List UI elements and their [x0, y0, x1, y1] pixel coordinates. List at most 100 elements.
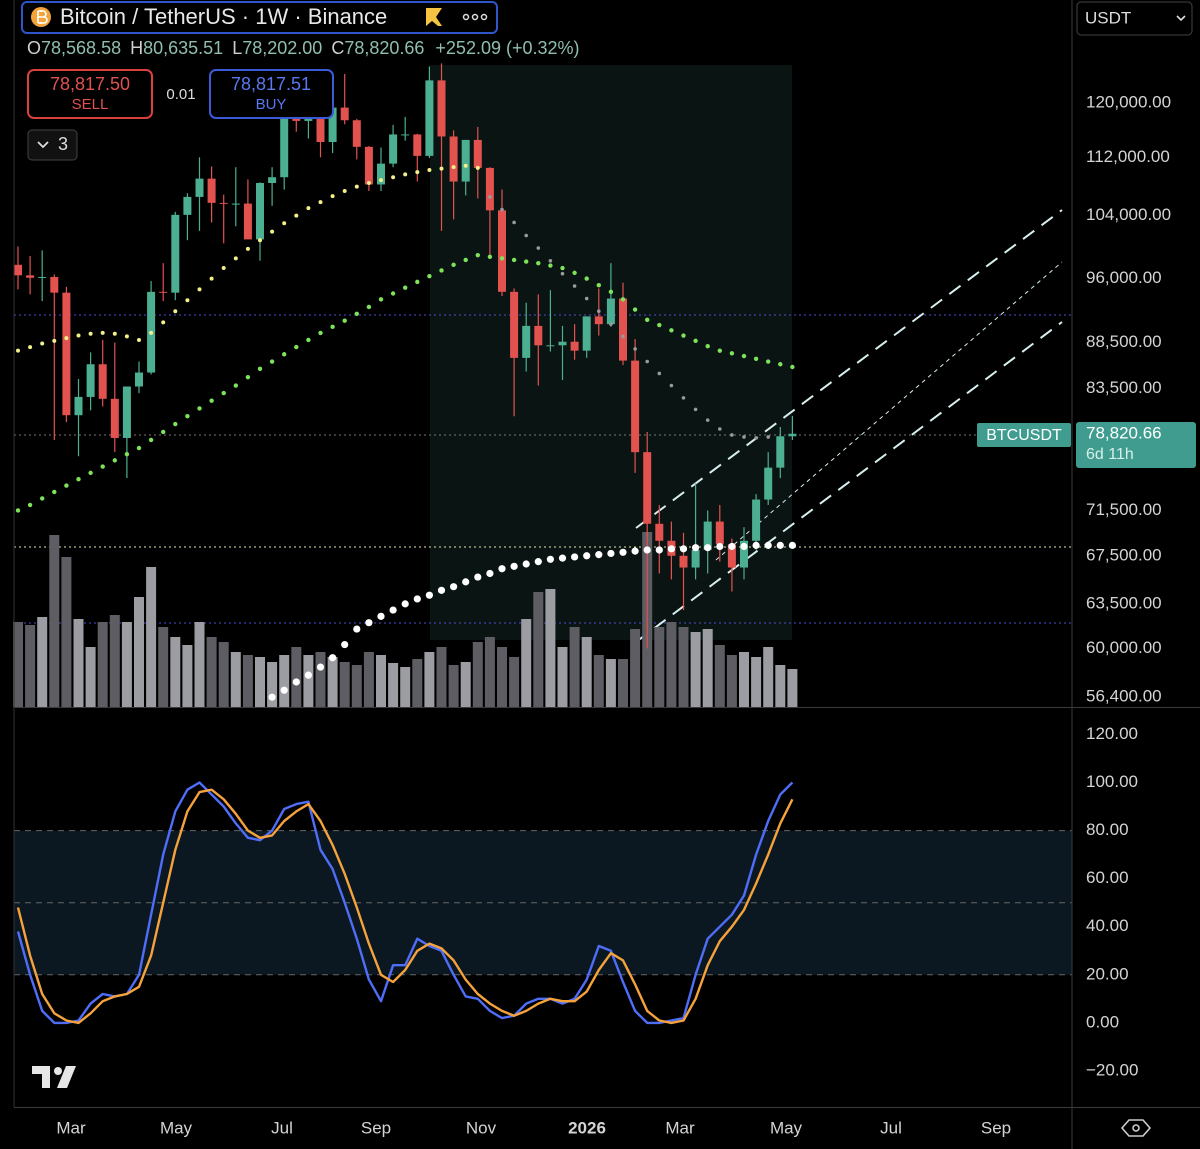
indicator-dot — [294, 344, 299, 350]
indicator-dot — [534, 558, 542, 566]
tradingview-logo — [32, 1066, 76, 1088]
candle-body — [473, 139, 482, 168]
price-tag-countdown: 6d 11h — [1086, 446, 1134, 463]
indicator-dot — [643, 546, 651, 554]
candle-body — [207, 178, 216, 203]
indicator-dot — [463, 163, 468, 168]
volume-bar — [751, 657, 762, 707]
indicator-dot — [221, 266, 226, 271]
volume-bar — [388, 663, 399, 707]
volume-bar — [787, 669, 798, 707]
indicator-dot — [716, 542, 724, 551]
volume-bar — [158, 627, 169, 707]
y-tick-label: 0.00 — [1086, 1012, 1119, 1031]
indicator-dot — [221, 390, 226, 396]
indicator-dot — [522, 560, 530, 568]
indicator-dot — [100, 464, 105, 469]
candle-body — [437, 80, 446, 137]
indicator-dot — [161, 320, 166, 325]
candle-body — [619, 298, 627, 361]
ohlc-key: L — [232, 38, 242, 58]
candle-body — [776, 436, 785, 468]
indicator-dot — [633, 347, 637, 351]
candle-body — [268, 177, 277, 183]
indicator-dot — [64, 336, 69, 341]
indicator-dot — [742, 435, 746, 439]
x-tick-label: May — [160, 1118, 193, 1137]
indicator-dot — [354, 311, 359, 317]
indicators-toggle[interactable] — [27, 129, 78, 161]
flag-icon[interactable] — [426, 8, 442, 26]
volume-bar — [593, 655, 604, 707]
indicator-dot — [753, 356, 759, 361]
indicator-dot — [88, 331, 93, 336]
volume-bar — [97, 622, 108, 707]
candle-body — [643, 452, 652, 524]
candle-body — [50, 276, 59, 293]
indicator-dot — [282, 352, 287, 357]
candle-body — [401, 134, 410, 136]
indicator-dot — [245, 374, 251, 380]
candle-body — [38, 276, 47, 278]
volume-bar — [678, 627, 689, 707]
volume-bar — [146, 567, 157, 707]
candle-body — [703, 521, 712, 550]
candle-body — [606, 298, 615, 325]
indicator-dot — [546, 555, 555, 563]
indicator-dot — [257, 366, 263, 372]
x-tick-label: May — [770, 1118, 803, 1137]
sell-button[interactable] — [27, 69, 153, 119]
ohlc-key: H — [130, 38, 143, 58]
volume-bar — [376, 655, 386, 707]
candle-body — [26, 275, 35, 278]
indicator-dot — [64, 483, 69, 488]
oscillator-background — [14, 830, 1072, 976]
volume-bar — [206, 637, 217, 707]
indicator-dot — [173, 309, 178, 314]
candle-body — [498, 210, 506, 292]
indicator-dot — [76, 333, 81, 338]
chevron — [1176, 15, 1186, 22]
y-tick-label: 96,000.00 — [1086, 268, 1162, 287]
indicator-dot — [377, 612, 385, 620]
y-tick-label: 80.00 — [1086, 820, 1129, 839]
indicator-dot — [595, 551, 603, 559]
indicator-dot — [571, 553, 579, 561]
indicator-dot — [741, 353, 747, 359]
indicator-dot — [631, 547, 639, 555]
candle-body — [449, 136, 458, 182]
ohlc-key: C — [331, 38, 344, 58]
y-tick-label: 56,400.00 — [1086, 687, 1162, 706]
indicator-dot — [512, 220, 516, 225]
symbol-box[interactable] — [21, 1, 498, 34]
settings-icon[interactable] — [1120, 1119, 1152, 1137]
volume-bar — [49, 535, 60, 707]
indicator-dot — [693, 407, 698, 412]
symbol-tag-text: BTCUSDT — [986, 427, 1062, 444]
volume-bar — [521, 619, 532, 707]
indicator-dot — [717, 348, 722, 353]
indicator-dot — [558, 554, 567, 562]
currency-select[interactable] — [1076, 1, 1193, 36]
indicator-dot — [718, 427, 722, 431]
indicator-dot — [437, 586, 446, 594]
symbol-title: Bitcoin / TetherUS · 1W · Binance — [60, 4, 387, 29]
x-tick-label: Mar — [56, 1118, 86, 1137]
volume-bar — [690, 632, 701, 707]
buy-button[interactable] — [209, 69, 334, 119]
more-icon[interactable] — [462, 13, 488, 21]
indicator-dot — [764, 541, 772, 549]
indicator-dot — [609, 322, 613, 326]
indicator-dot — [389, 606, 397, 614]
indicator-dot — [413, 595, 421, 603]
indicator-dot — [403, 285, 408, 290]
candle-body — [352, 120, 361, 147]
indicator-dot — [439, 166, 444, 171]
indicator-dot — [112, 458, 118, 463]
volume-bar — [121, 622, 132, 707]
indicator-dot — [524, 233, 528, 238]
candle-body — [340, 107, 349, 121]
candle-body — [510, 291, 519, 358]
indicator-dot — [584, 276, 589, 281]
candle-body — [485, 167, 494, 211]
